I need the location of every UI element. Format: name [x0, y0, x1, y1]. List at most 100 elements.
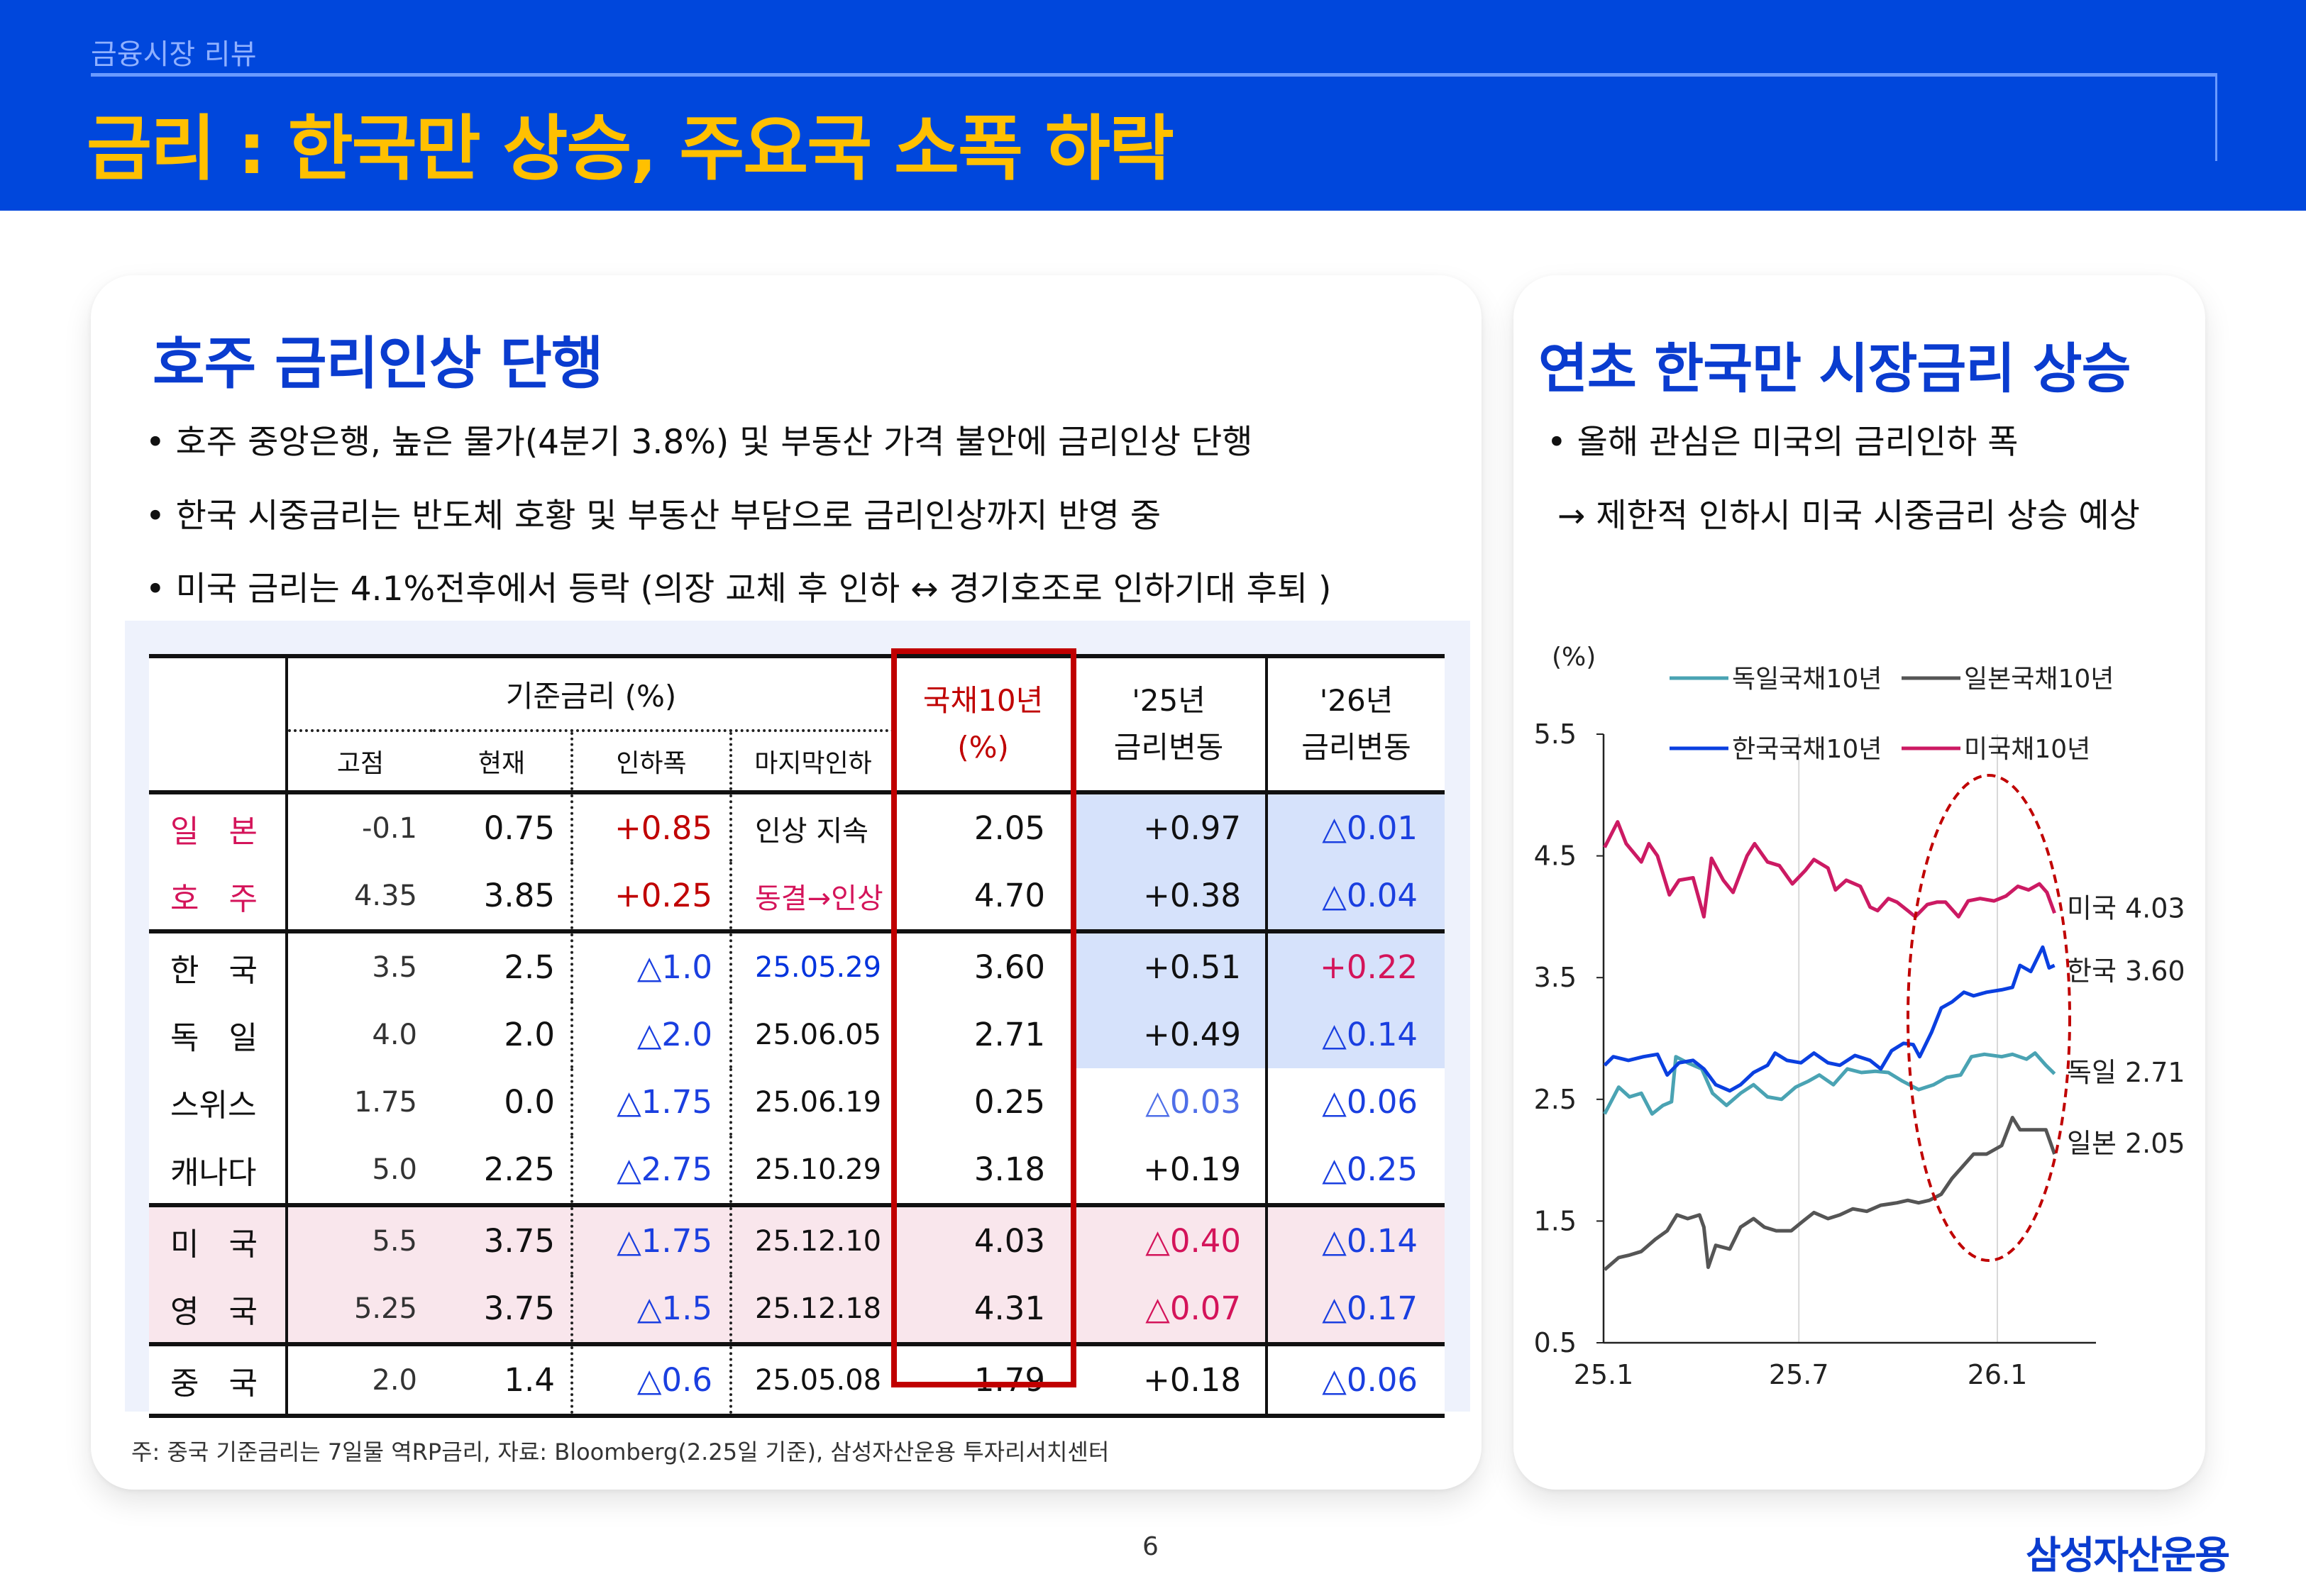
- bond10y-cell: 2.71: [973, 1016, 1046, 1053]
- table-row: 일 본 -0.1 0.75 +0.85 인상 지속 2.05 +0.97 △0.01: [149, 790, 1445, 862]
- peak-rate-cell: 3.5: [287, 929, 433, 1001]
- chg26-cell: △0.25: [1322, 1151, 1418, 1188]
- peak-rate-cell: 4.35: [353, 879, 417, 912]
- bullet-item: • 한국 시중금리는 반도체 호황 및 부동산 부담으로 금리인상까지 반영 중: [145, 497, 1162, 536]
- last-cut-cell: 25.05.29: [731, 929, 895, 1001]
- country-cell: 캐나다: [149, 1136, 288, 1205]
- series-line-0: [1603, 1051, 2056, 1116]
- header-divider-vertical: [2215, 73, 2217, 161]
- series-end-label: 일본 2.05: [2067, 1128, 2185, 1159]
- bullet-item: • 미국 금리는 4.1%전후에서 등락 (의장 교체 후 인하 ↔ 경기호조로…: [145, 570, 1332, 609]
- series-end-label: 독일 2.71: [2067, 1057, 2185, 1088]
- policy-rate-header: 기준금리 (%): [287, 656, 895, 732]
- last-cut-cell: 25.06.19: [755, 1085, 882, 1119]
- series-line-3: [1603, 820, 2056, 919]
- peak-rate-cell: -0.1: [287, 790, 433, 862]
- footnote: 주: 중국 기준금리는 7일물 역RP금리, 자료: Bloomberg(2.2…: [131, 1439, 1110, 1465]
- table-row: 한 국 3.5 2.5 △1.0 25.05.29 3.60 +0.51 +0.22: [149, 929, 1445, 1001]
- last-cut-cell: 25.12.10: [731, 1203, 895, 1275]
- company-logo: 삼성자산운용: [2026, 1533, 2230, 1578]
- current-rate-cell: 2.5: [433, 929, 573, 1001]
- rate-cut-cell: △1.5: [572, 1275, 732, 1344]
- bond10y-header: 국채10년 (%): [894, 656, 1072, 792]
- current-rate-cell: 1.4: [433, 1342, 573, 1418]
- current-rate-cell: 2.0: [433, 1001, 573, 1068]
- header-band: [0, 0, 2306, 211]
- page-number: 6: [1142, 1532, 1159, 1561]
- chg26-cell: △0.04: [1267, 862, 1445, 931]
- country-cell: 호 주: [149, 862, 288, 931]
- peak-rate-cell: 2.0: [287, 1342, 433, 1418]
- chg26-header-line2: 금리변동: [1301, 730, 1411, 765]
- left-panel-title: 호주 금리인상 단행: [153, 331, 604, 397]
- bond10y-cell: 4.03: [894, 1203, 1073, 1275]
- current-rate-cell: 0.75: [433, 790, 573, 862]
- peak-rate-cell: 5.5: [287, 1203, 433, 1275]
- country-cell: 독 일: [149, 1001, 288, 1068]
- chg26-header-line1: '26년: [1319, 683, 1394, 718]
- rate-cut-cell: △2.75: [572, 1136, 732, 1205]
- peak-rate-cell: 5.0: [372, 1153, 417, 1186]
- bond10y-cell: 4.70: [973, 877, 1046, 914]
- bond-yield-chart: 25.1 25.7 26.1 5.5 4.5 3.5 2.5 1.5 0.5 (%) 독일 2.71…: [1534, 643, 2185, 1390]
- x-tick-label: 26.1: [1968, 1359, 2028, 1390]
- chg26-cell: △0.14: [1267, 1203, 1445, 1275]
- cut-header: 인하폭: [572, 731, 732, 792]
- current-rate-cell: 2.25: [433, 1136, 573, 1205]
- bullet-item: • 호주 중앙은행, 높은 물가(4분기 3.8%) 및 부동산 가격 불안에 …: [145, 423, 1253, 462]
- last-cut-cell: 25.10.29: [755, 1153, 882, 1186]
- bond10y-cell: 0.25: [973, 1083, 1046, 1121]
- right-panel: [1513, 275, 2205, 1490]
- y-tick-label: 2.5: [1534, 1084, 1577, 1115]
- y-tick-label: 5.5: [1534, 719, 1577, 750]
- last-cut-cell: 25.05.08: [731, 1342, 895, 1418]
- y-axis-unit-label: (%): [1552, 643, 1596, 672]
- bullet-item: → 제한적 인하시 미국 시중금리 상승 예상: [1557, 497, 2140, 536]
- table-row: 독 일 4.0 2.0 △2.0 25.06.05 2.71 +0.49 △0.14: [149, 1001, 1445, 1068]
- highlight-ellipse: [1907, 774, 2071, 1262]
- table-row: 캐나다 5.0 2.25 △2.75 25.10.29 3.18 +0.19 △0.25: [149, 1136, 1445, 1205]
- country-header: [149, 656, 288, 792]
- series-line-2: [1603, 945, 2056, 1093]
- rate-cut-cell: +0.25: [572, 862, 732, 931]
- chg25-cell: +0.38: [1072, 862, 1269, 931]
- rate-cut-cell: △0.6: [572, 1342, 732, 1418]
- chg25-cell: △0.40: [1072, 1203, 1269, 1275]
- chg26-cell: △0.06: [1322, 1083, 1418, 1121]
- last-cut-header: 마지막인하: [754, 749, 872, 778]
- last-cut-cell: 동결→인상: [755, 882, 883, 915]
- right-panel-title: 연초 한국만 시장금리 상승: [1538, 337, 2131, 400]
- country-cell: 한 국: [149, 929, 288, 1001]
- table-row: 호 주 4.35 3.85 +0.25 동결→인상 4.70 +0.38 △0.04: [149, 862, 1445, 931]
- chg25-cell: +0.49: [1072, 1001, 1269, 1068]
- chg25-header-line1: '25년: [1132, 683, 1206, 718]
- chg25-cell: +0.18: [1072, 1342, 1269, 1418]
- legend-label: 미국채10년: [1964, 735, 2090, 764]
- table-row: 영 국 5.25 3.75 △1.5 25.12.18 4.31 △0.07 △0.17: [149, 1275, 1445, 1344]
- chg25-header-line2: 금리변동: [1113, 730, 1224, 765]
- page-title: 금리 : 한국만 상승, 주요국 소폭 하락: [87, 107, 1174, 190]
- current-rate-cell: 0.0: [433, 1068, 573, 1136]
- chg25-cell: +0.97: [1072, 790, 1269, 862]
- peak-header: 고점: [336, 749, 385, 778]
- bond10y-cell: 3.60: [894, 929, 1073, 1001]
- last-cut-cell: 25.12.18: [755, 1292, 882, 1325]
- country-cell: 중 국: [149, 1342, 288, 1418]
- bond10y-cell: 3.18: [973, 1151, 1046, 1188]
- chg26-header: '26년 금리변동: [1267, 656, 1445, 792]
- table-row: 스위스 1.75 0.0 △1.75 25.06.19 0.25 △0.03 △0.06: [149, 1068, 1445, 1136]
- country-cell: 스위스: [149, 1068, 288, 1136]
- y-tick-label: 1.5: [1534, 1205, 1577, 1236]
- chg26-cell: △0.17: [1322, 1290, 1418, 1327]
- table-row: 미 국 5.5 3.75 △1.75 25.12.10 4.03 △0.40 △0.14: [149, 1203, 1445, 1275]
- table-row: 중 국 2.0 1.4 △0.6 25.05.08 1.79 +0.18 △0.06: [149, 1342, 1445, 1418]
- country-cell: 미 국: [149, 1203, 288, 1275]
- country-cell: 영 국: [149, 1275, 288, 1344]
- series-end-label: 미국 4.03: [2067, 892, 2185, 924]
- bond10y-cell: 4.31: [973, 1290, 1046, 1327]
- bond10y-cell: 1.79: [894, 1342, 1073, 1418]
- peak-rate-cell: 4.0: [372, 1018, 417, 1051]
- section-label: 금융시장 리뷰: [91, 38, 257, 71]
- chg26-cell: +0.22: [1267, 929, 1445, 1001]
- rate-cut-cell: △1.75: [572, 1068, 732, 1136]
